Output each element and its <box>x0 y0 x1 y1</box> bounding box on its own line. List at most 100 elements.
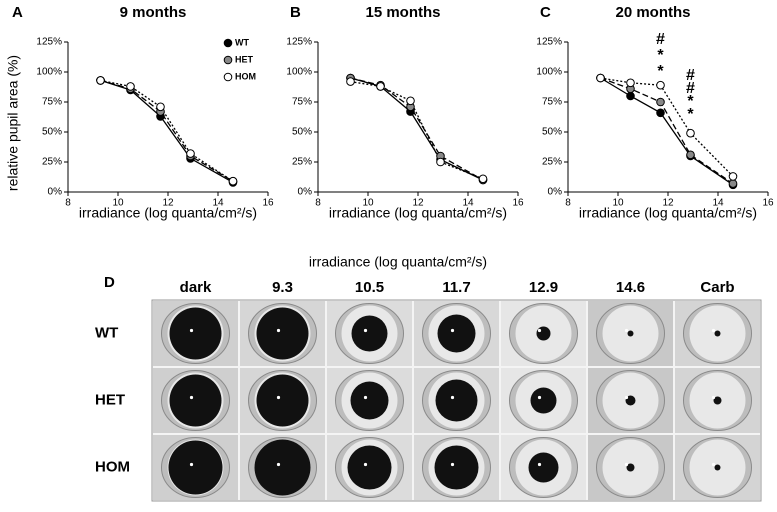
reflection <box>450 395 455 400</box>
column-label: 12.9 <box>529 279 558 296</box>
legend-label: WT <box>235 37 249 47</box>
x-tick-label: 12 <box>662 198 674 209</box>
x-tick-label: 14 <box>212 198 224 209</box>
x-tick-label: 14 <box>462 198 474 209</box>
x-tick-label: 16 <box>262 198 274 209</box>
y-tick-label: 100% <box>536 67 562 78</box>
reflection <box>624 462 629 467</box>
pupil <box>536 326 551 341</box>
data-point <box>728 172 738 181</box>
significance-mark: * <box>657 47 664 64</box>
column-label: 9.3 <box>272 279 293 296</box>
y-tick-label: 0% <box>298 187 313 198</box>
data-point <box>406 96 415 106</box>
x-axis-label: irradiance (log quanta/cm²/s) <box>579 205 757 221</box>
x-tick-label: 12 <box>162 198 174 209</box>
x-tick-label: 10 <box>362 198 374 209</box>
y-tick-label: 75% <box>292 97 312 108</box>
pupil <box>626 463 635 472</box>
legend-marker <box>223 38 233 48</box>
reflection <box>450 462 455 467</box>
pupil <box>713 396 722 405</box>
pupil <box>714 330 721 337</box>
data-point <box>156 102 165 112</box>
pupil <box>351 315 388 352</box>
y-tick-label: 50% <box>542 127 562 138</box>
reflection <box>276 328 281 333</box>
panel-letter: D <box>104 274 115 291</box>
x-tick-label: 8 <box>315 198 321 209</box>
x-axis-label: irradiance (log quanta/cm²/s) <box>79 205 257 221</box>
significance-mark: * <box>657 63 664 80</box>
pupil <box>434 445 479 490</box>
panel-title: irradiance (log quanta/cm²/s) <box>309 254 487 270</box>
reflection <box>624 395 629 400</box>
panel-letter: A <box>12 4 23 21</box>
y-tick-label: 125% <box>36 37 62 48</box>
data-point <box>126 82 135 91</box>
reflection <box>711 328 716 333</box>
chart-title: 20 months <box>615 4 690 21</box>
reflection <box>711 462 716 467</box>
x-axis-label: irradiance (log quanta/cm²/s) <box>329 205 507 221</box>
pupil <box>435 379 478 422</box>
data-point <box>626 78 635 88</box>
pupil <box>437 314 476 353</box>
data-point <box>656 80 665 90</box>
y-tick-label: 125% <box>536 37 562 48</box>
reflection <box>537 328 542 333</box>
column-label: Carb <box>700 279 734 296</box>
pupil <box>169 307 222 360</box>
pupil <box>169 374 222 427</box>
data-point <box>686 128 695 138</box>
data-point <box>656 97 665 107</box>
pupil <box>528 452 559 483</box>
significance-mark: # <box>656 31 665 48</box>
data-point <box>686 150 695 160</box>
reflection <box>363 328 368 333</box>
data-point <box>228 176 238 186</box>
y-tick-label: 25% <box>42 157 62 168</box>
reflection <box>711 395 716 400</box>
pupil <box>256 307 309 360</box>
fit-line <box>100 79 234 182</box>
y-axis-label: relative pupil area (%) <box>5 55 21 191</box>
data-point <box>436 157 445 167</box>
chart-title: 15 months <box>365 4 440 21</box>
significance-mark: # <box>686 80 695 97</box>
x-tick-label: 16 <box>762 198 774 209</box>
data-point <box>478 174 488 184</box>
row-label: WT <box>95 324 118 341</box>
y-tick-label: 25% <box>542 157 562 168</box>
reflection <box>624 328 629 333</box>
y-tick-label: 0% <box>48 187 63 198</box>
y-tick-label: 50% <box>292 127 312 138</box>
y-tick-label: 100% <box>286 67 312 78</box>
data-point <box>186 149 195 158</box>
column-label: 14.6 <box>616 279 645 296</box>
reflection <box>276 395 281 400</box>
x-tick-label: 10 <box>612 198 624 209</box>
legend-label: HOM <box>235 71 256 81</box>
y-tick-label: 0% <box>548 187 563 198</box>
data-point <box>376 82 385 91</box>
x-tick-label: 8 <box>565 198 571 209</box>
y-tick-label: 125% <box>286 37 312 48</box>
x-tick-label: 10 <box>112 198 124 209</box>
reflection <box>537 462 542 467</box>
fit-line <box>350 80 484 180</box>
panel-letter: B <box>290 4 301 21</box>
data-point <box>656 108 665 118</box>
pupil <box>347 445 392 490</box>
pupil <box>168 440 223 495</box>
pupil <box>530 387 557 414</box>
y-tick-label: 75% <box>542 97 562 108</box>
pupil <box>350 381 389 420</box>
row-label: HET <box>95 391 125 408</box>
x-tick-label: 8 <box>65 198 71 209</box>
pupil <box>627 330 634 337</box>
data-point <box>346 77 355 86</box>
y-tick-label: 25% <box>292 157 312 168</box>
x-tick-label: 16 <box>512 198 524 209</box>
